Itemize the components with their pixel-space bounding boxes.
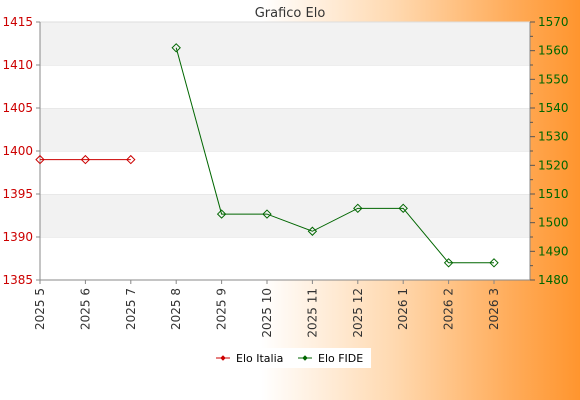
elo-fide-point — [443, 258, 454, 268]
left-axis: 1385 1390 1395 1400 1405 1410 1415 — [2, 15, 40, 287]
plot-area — [39, 21, 531, 281]
right-tick-label: 1490 — [538, 244, 569, 258]
grid-band — [40, 108, 530, 151]
right-tick-label: 1500 — [538, 216, 569, 230]
elo-fide-point — [171, 43, 181, 53]
x-tick-label: 2025 6 — [78, 288, 92, 330]
x-tick-label: 2026 2 — [442, 288, 456, 330]
grid-band — [40, 22, 530, 65]
grid-band — [40, 194, 530, 237]
right-tick-label: 1570 — [538, 15, 569, 29]
legend: Elo Italia Elo FIDE — [211, 348, 371, 368]
elo-fide-point — [398, 203, 408, 214]
elo-fide-point — [489, 258, 499, 268]
right-tick-label: 1540 — [538, 101, 569, 115]
chart-title: Grafico Elo — [255, 6, 326, 21]
legend-label: Elo Italia — [236, 352, 283, 365]
series-group — [35, 43, 499, 268]
right-tick-label: 1530 — [538, 130, 569, 144]
right-tick-label: 1480 — [538, 273, 569, 287]
elo-italia-point — [80, 154, 91, 165]
x-tick-label: 2025 10 — [260, 288, 274, 338]
grid-band — [40, 65, 530, 108]
legend-label: Elo FIDE — [318, 352, 363, 365]
elo-fide-point — [262, 209, 272, 219]
right-tick-label: 1520 — [538, 158, 569, 172]
elo-fide-point — [307, 226, 318, 236]
right-tick-label: 1510 — [538, 187, 569, 201]
grid-band — [40, 237, 530, 280]
x-tick-label: 2026 3 — [487, 288, 501, 330]
elo-fide-point — [216, 209, 227, 219]
elo-italia-point — [35, 154, 45, 165]
legend-marker — [302, 355, 308, 361]
elo-italia-point — [126, 154, 136, 165]
x-tick-label: 2025 7 — [124, 288, 138, 330]
x-tick-label: 2025 9 — [215, 288, 229, 330]
left-tick-label: 1410 — [2, 58, 33, 72]
elo-fide-point — [353, 203, 363, 214]
left-tick-label: 1405 — [2, 101, 33, 115]
left-tick-label: 1390 — [2, 230, 33, 244]
grid-band — [40, 151, 530, 194]
left-tick-label: 1400 — [2, 144, 33, 158]
x-tick-label: 2025 5 — [33, 288, 47, 330]
right-tick-label: 1550 — [538, 72, 569, 86]
x-tick-label: 2026 1 — [396, 288, 410, 330]
legend-box — [211, 348, 371, 368]
x-tick-label: 2025 12 — [351, 288, 365, 338]
elo-fide-line — [175, 47, 494, 264]
left-tick-label: 1395 — [2, 187, 33, 201]
left-tick-label: 1415 — [2, 15, 33, 29]
right-axis: 1480 1490 1500 1510 1520 1530 1540 1550 1560 1570 — [530, 15, 569, 287]
left-tick-label: 1385 — [2, 273, 33, 287]
right-tick-label: 1560 — [538, 44, 569, 58]
x-tick-label: 2025 8 — [169, 288, 183, 330]
x-axis: 2025 5 2025 6 2025 7 2025 8 2025 9 2025 10 202… — [33, 280, 501, 338]
x-tick-label: 2025 11 — [305, 288, 319, 338]
legend-marker — [220, 355, 226, 361]
